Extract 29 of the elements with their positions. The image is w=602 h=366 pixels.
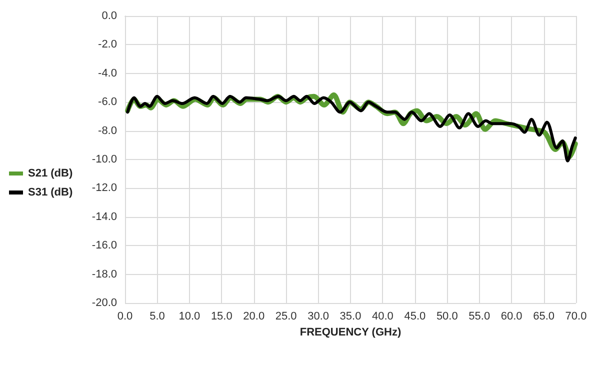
y-tick-label: -6.0 — [98, 96, 117, 108]
x-tick-label: 50.0 — [436, 310, 458, 322]
x-tick-label: 20.0 — [243, 310, 265, 322]
x-tick-label: 40.0 — [372, 310, 394, 322]
x-tick-label: 65.0 — [533, 310, 554, 322]
y-tick-label: -16.0 — [92, 240, 117, 252]
x-tick-label: 25.0 — [275, 310, 297, 322]
y-tick-label: -2.0 — [98, 38, 117, 51]
x-tick-label: 15.0 — [210, 310, 232, 322]
x-tick-label: 70.0 — [565, 310, 587, 322]
y-tick-label: -14.0 — [92, 210, 117, 223]
y-tick-label: -4.0 — [98, 67, 117, 80]
x-tick-label: 60.0 — [500, 310, 522, 322]
y-tick-label: -18.0 — [92, 268, 117, 280]
x-tick-label: 0.0 — [117, 310, 133, 322]
y-tick-label: -10.0 — [92, 154, 117, 166]
x-tick-label: 5.0 — [150, 310, 165, 322]
x-tick-label: 55.0 — [468, 310, 490, 322]
x-tick-label: 30.0 — [308, 310, 329, 322]
x-tick-label: 45.0 — [404, 310, 426, 322]
y-tick-label: -8.0 — [98, 124, 117, 137]
legend-label: S31 (dB) — [28, 186, 73, 198]
x-axis-title: FREQUENCY (GHz) — [300, 326, 402, 338]
y-tick-label: -12.0 — [92, 182, 117, 194]
x-tick-label: 10.0 — [178, 310, 200, 322]
legend-label: S21 (dB) — [28, 168, 73, 180]
y-tick-label: 0.0 — [102, 10, 117, 22]
x-tick-label: 35.0 — [340, 310, 362, 322]
y-tick-label: -20.0 — [92, 297, 117, 309]
